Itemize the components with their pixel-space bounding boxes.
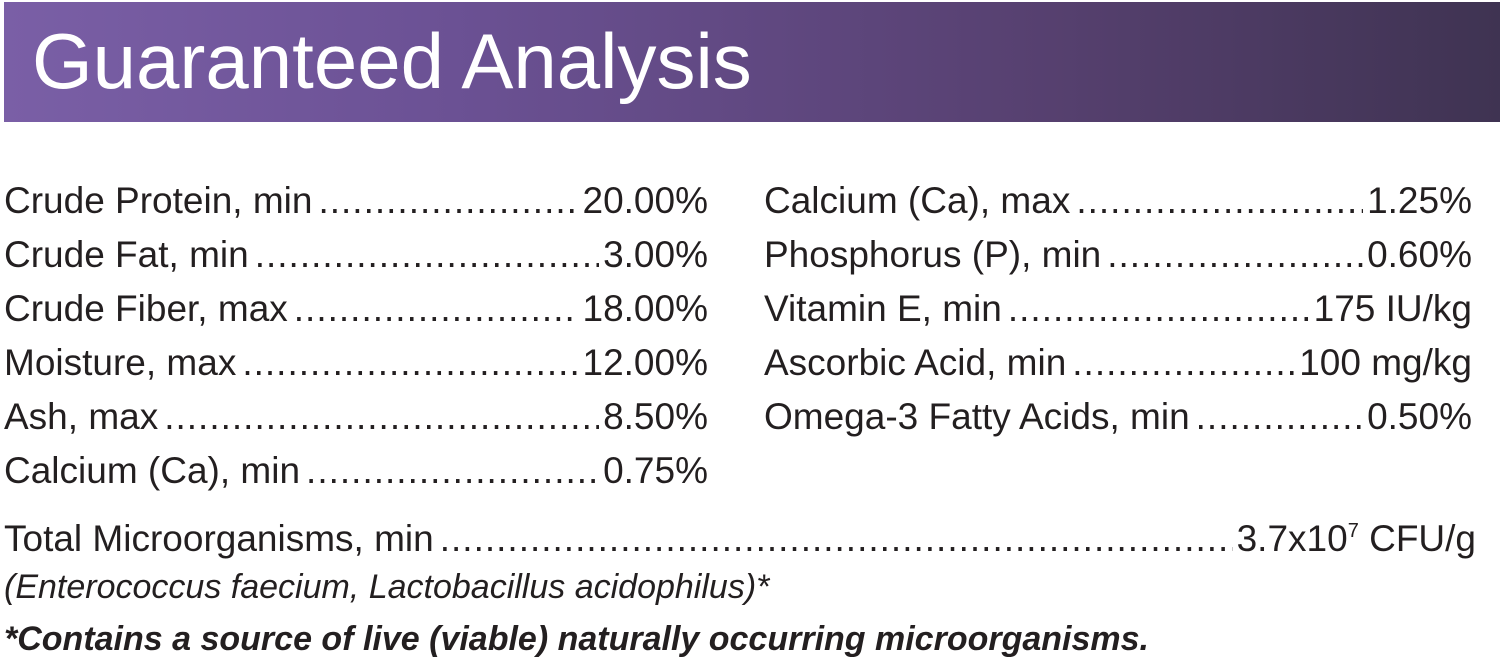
page-title: Guaranteed Analysis	[32, 17, 752, 105]
analysis-row: Phosphorus (P), min 0.60%	[764, 228, 1472, 282]
header-banner: Guaranteed Analysis	[4, 2, 1500, 122]
row-label: Total Microorganisms, min	[4, 518, 434, 559]
row-label: Crude Protein, min	[4, 180, 313, 221]
value-unit: CFU/g	[1358, 518, 1476, 559]
dot-leader	[1196, 390, 1363, 444]
total-microorganisms-row: Total Microorganisms, min 3.7x107 CFU/g	[4, 512, 1476, 566]
dot-leader	[242, 336, 578, 390]
row-value: 100 mg/kg	[1299, 342, 1472, 383]
row-label: Calcium (Ca), min	[4, 450, 301, 491]
dot-leader	[440, 512, 1233, 566]
analysis-row: Ash, max 8.50%	[4, 390, 708, 444]
analysis-row: Crude Fiber, max 18.00%	[4, 282, 708, 336]
dot-leader	[255, 228, 599, 282]
row-value: 12.00%	[582, 342, 709, 383]
row-label: Ash, max	[4, 396, 159, 437]
analysis-right-column: Calcium (Ca), max 1.25% Phosphorus (P), …	[764, 174, 1472, 444]
dot-leader	[318, 174, 578, 228]
dot-leader	[1072, 336, 1295, 390]
analysis-row: Ascorbic Acid, min 100 mg/kg	[764, 336, 1472, 390]
analysis-row: Moisture, max 12.00%	[4, 336, 708, 390]
row-label: Crude Fat, min	[4, 234, 249, 275]
row-value: 20.00%	[582, 180, 709, 221]
analysis-row: Calcium (Ca), max 1.25%	[764, 174, 1472, 228]
analysis-left-column: Crude Protein, min 20.00% Crude Fat, min…	[4, 174, 708, 498]
row-value: 0.75%	[603, 450, 708, 491]
row-label: Moisture, max	[4, 342, 237, 383]
row-value: 18.00%	[582, 288, 709, 329]
analysis-row: Crude Protein, min 20.00%	[4, 174, 708, 228]
row-label: Vitamin E, min	[764, 288, 1002, 329]
analysis-row: Crude Fat, min 3.00%	[4, 228, 708, 282]
row-label: Ascorbic Acid, min	[764, 342, 1067, 383]
dot-leader	[294, 282, 579, 336]
row-value: 0.50%	[1367, 396, 1472, 437]
row-value: 175 IU/kg	[1313, 288, 1472, 329]
row-label: Crude Fiber, max	[4, 288, 288, 329]
row-label: Omega-3 Fatty Acids, min	[764, 396, 1190, 437]
dot-leader	[1107, 228, 1363, 282]
row-value: 3.00%	[603, 234, 708, 275]
dot-leader	[1076, 174, 1363, 228]
row-value: 0.60%	[1367, 234, 1472, 275]
row-label: Phosphorus (P), min	[764, 234, 1102, 275]
analysis-row: Vitamin E, min 175 IU/kg	[764, 282, 1472, 336]
analysis-row: Calcium (Ca), min 0.75%	[4, 444, 708, 498]
dot-leader	[164, 390, 599, 444]
analysis-row: Omega-3 Fatty Acids, min 0.50%	[764, 390, 1472, 444]
dot-leader	[306, 444, 599, 498]
row-label: Calcium (Ca), max	[764, 180, 1071, 221]
dot-leader	[1008, 282, 1310, 336]
value-exponent: 7	[1347, 520, 1359, 542]
row-value: 1.25%	[1367, 180, 1472, 221]
row-value: 8.50%	[603, 396, 708, 437]
row-value: 3.7x107 CFU/g	[1237, 512, 1476, 566]
footnote: *Contains a source of live (viable) natu…	[4, 620, 1149, 658]
value-base: 3.7x10	[1236, 518, 1348, 559]
organisms-list: (Enterococcus faecium, Lactobacillus aci…	[4, 568, 770, 606]
